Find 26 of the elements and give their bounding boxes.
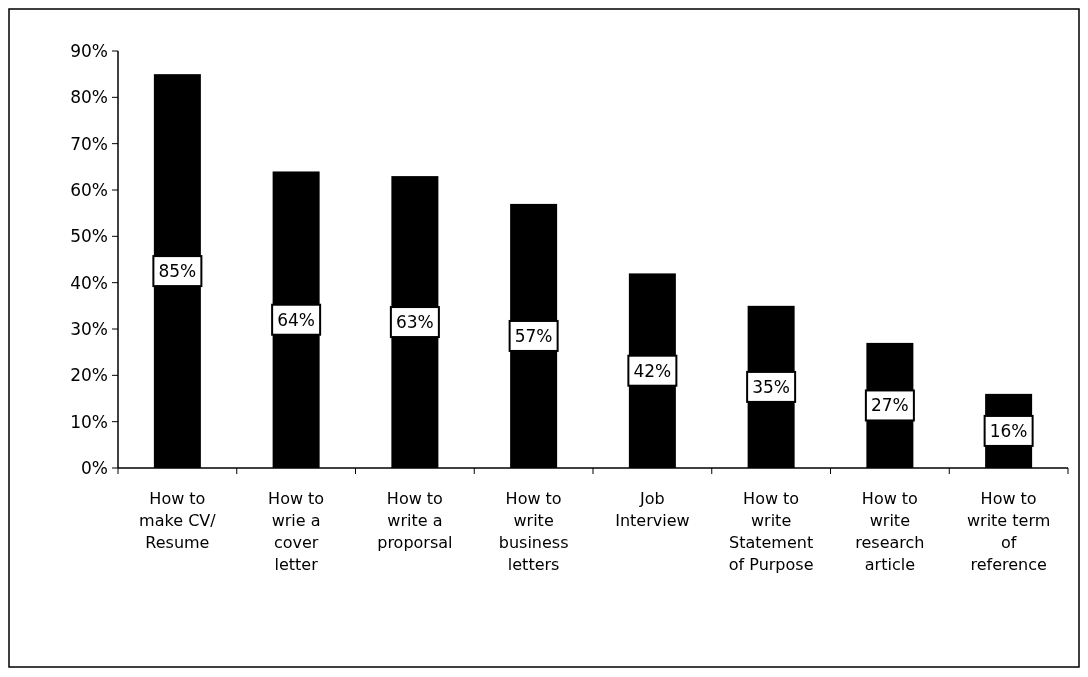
data-label: 35%: [752, 376, 791, 397]
data-label: 85%: [158, 261, 197, 282]
y-tick-label: 80%: [70, 87, 108, 108]
x-tick-label: How to write a proporsal: [377, 489, 453, 552]
y-tick-label: 70%: [70, 133, 108, 154]
data-label: 27%: [870, 395, 909, 416]
y-tick-label: 40%: [70, 272, 108, 293]
x-tick-label: How to write Statement of Purpose: [728, 489, 814, 574]
data-label: 42%: [633, 360, 672, 381]
x-tick-label: Job Interview: [615, 489, 690, 530]
y-tick-label: 30%: [70, 319, 108, 339]
y-tick-label: 90%: [70, 41, 108, 61]
y-tick-label: 20%: [70, 365, 108, 386]
x-tick-label: How to write research article: [855, 489, 925, 574]
y-tick-label: 50%: [70, 226, 108, 247]
data-label: 64%: [277, 309, 316, 330]
x-tick-label: How to write term of reference: [966, 489, 1051, 574]
y-tick-label: 60%: [70, 180, 108, 200]
data-label: 57%: [514, 325, 553, 346]
data-label: 63%: [395, 312, 434, 333]
x-tick-label: How to write business letters: [498, 489, 569, 574]
x-tick-label: How to make CV/ Resume: [139, 489, 217, 552]
y-tick-label: 0%: [81, 458, 108, 478]
data-label: 16%: [989, 420, 1028, 441]
x-tick-label: How to wrie a cover letter: [268, 489, 325, 574]
y-tick-label: 10%: [70, 411, 108, 432]
